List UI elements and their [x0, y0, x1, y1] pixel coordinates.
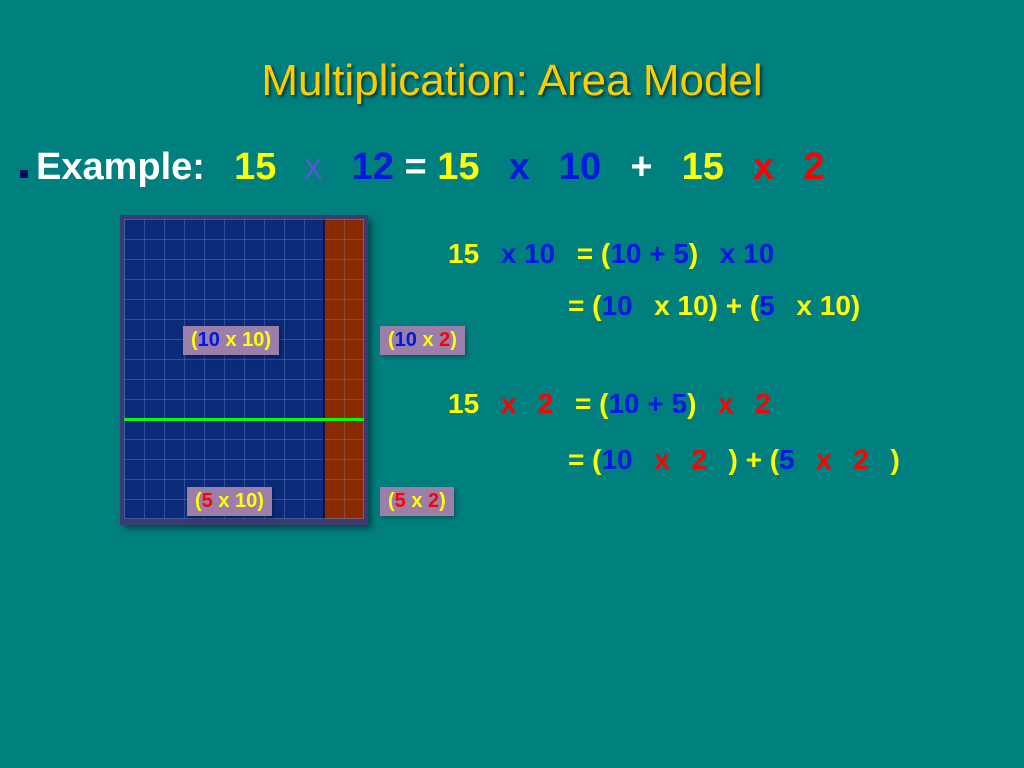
- t: 10: [601, 444, 632, 476]
- paren: (: [388, 490, 395, 512]
- example-rplus: +: [630, 146, 652, 189]
- t: x 10): [796, 290, 860, 322]
- t: 2: [538, 388, 554, 420]
- example-eq: =: [404, 146, 426, 189]
- example-r2: 2: [803, 146, 824, 189]
- t: 10 + 5: [608, 388, 687, 420]
- t: 2: [755, 388, 771, 420]
- val2: 2: [439, 329, 450, 351]
- bullet-icon: [20, 170, 28, 178]
- t: ) + (: [728, 444, 779, 476]
- t: 2: [691, 444, 707, 476]
- t: 5: [759, 290, 775, 322]
- t: x 10: [720, 238, 775, 270]
- example-equation: Example: 15 x 12 = 15 x 10 + 15 x 2: [36, 146, 824, 189]
- eq-line-1: 15 x 10 = (10 + 5) x 10: [448, 238, 774, 270]
- t: 5: [779, 444, 795, 476]
- eq-line-4: = (10 x 2 ) + (5 x 2 ): [568, 444, 900, 476]
- example-x1: x: [304, 146, 323, 189]
- paren: (: [195, 490, 202, 512]
- t: x: [718, 388, 734, 420]
- example-n2: 12: [352, 146, 394, 189]
- grid-inner: [124, 219, 364, 519]
- t: = (: [568, 444, 601, 476]
- example-rx1: x: [509, 146, 530, 189]
- paren2: ): [450, 329, 457, 351]
- label-10x10: (10 x 10): [183, 326, 279, 355]
- t: x: [654, 444, 670, 476]
- label-10x2: (10 x 2): [380, 326, 465, 355]
- t: x: [816, 444, 832, 476]
- t: ): [689, 238, 698, 270]
- val: 5: [202, 490, 213, 512]
- val2: 2: [428, 490, 439, 512]
- eq-line-3: 15 x 2 = (10 + 5) x 2: [448, 388, 771, 420]
- example-n1: 15: [234, 146, 276, 189]
- label-5x2: (5 x 2): [380, 487, 454, 516]
- t: x 10) + (: [654, 290, 759, 322]
- t: ): [687, 388, 696, 420]
- rest: x 10): [220, 329, 271, 351]
- label-5x10: (5 x 10): [187, 487, 272, 516]
- t: = (: [568, 290, 601, 322]
- mid: x: [406, 490, 428, 512]
- paren: (: [388, 329, 395, 351]
- t: 15: [448, 388, 479, 420]
- eq-line-2: = (10 x 10) + (5 x 10): [568, 290, 860, 322]
- slide-title: Multiplication: Area Model: [0, 56, 1024, 106]
- rest: x 10): [213, 490, 264, 512]
- example-r15a: 15: [437, 146, 479, 189]
- val: 10: [395, 329, 417, 351]
- t: 2: [853, 444, 869, 476]
- area-model-grid: [120, 215, 368, 525]
- grid-border: [124, 219, 364, 519]
- t: = (: [577, 238, 610, 270]
- t: 10 + 5: [610, 238, 689, 270]
- example-r10: 10: [559, 146, 601, 189]
- val: 5: [395, 490, 406, 512]
- example-rx2: x: [753, 146, 774, 189]
- mid: x: [417, 329, 439, 351]
- t: x 10: [501, 238, 556, 270]
- paren2: ): [439, 490, 446, 512]
- paren: (: [191, 329, 198, 351]
- example-r15b: 15: [682, 146, 724, 189]
- t: x: [501, 388, 517, 420]
- t: 15: [448, 238, 479, 270]
- t: ): [890, 444, 899, 476]
- val: 10: [198, 329, 220, 351]
- example-label: Example:: [36, 146, 205, 189]
- t: 10: [601, 290, 632, 322]
- t: = (: [575, 388, 608, 420]
